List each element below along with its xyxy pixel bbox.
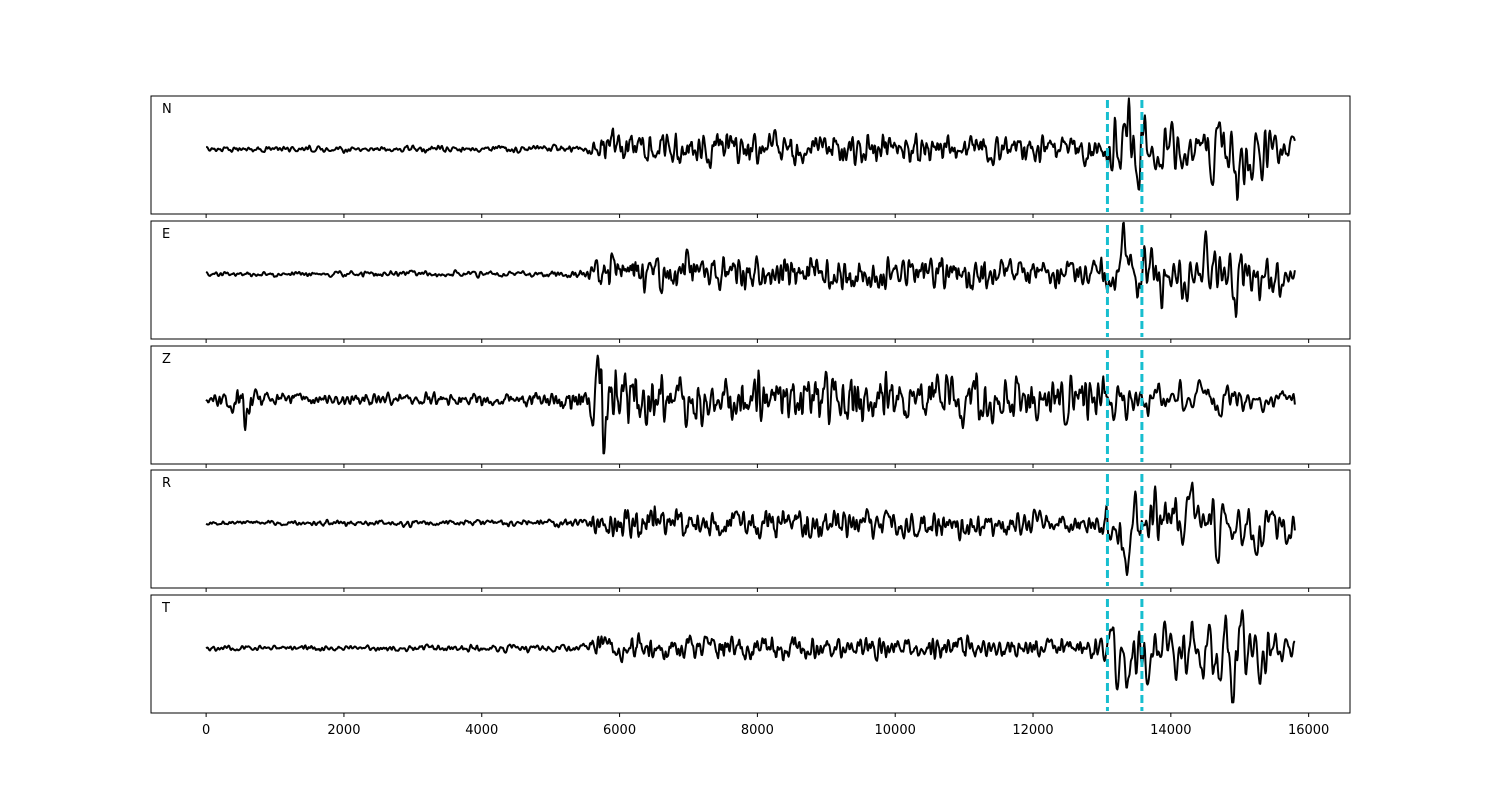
panel-n: N xyxy=(150,95,1351,218)
component-label: Z xyxy=(162,352,171,367)
panel-frame xyxy=(150,469,1351,589)
x-tick-label: 16000 xyxy=(1288,723,1329,738)
component-label: E xyxy=(162,227,170,242)
panel-r: R xyxy=(150,469,1351,592)
seismic-trace xyxy=(205,221,1296,318)
x-tick-label: 14000 xyxy=(1150,723,1191,738)
x-tick-label: 4000 xyxy=(465,723,498,738)
x-tick-label: 6000 xyxy=(603,723,636,738)
panel-frame xyxy=(150,220,1351,340)
x-tick-label: 10000 xyxy=(875,723,916,738)
x-axis: 0 2000 4000 6000 8000 10000 12000 14000 16000 xyxy=(202,723,1329,738)
x-tick-label: 12000 xyxy=(1012,723,1053,738)
x-tick-label: 0 xyxy=(202,723,210,738)
component-label: N xyxy=(162,102,172,117)
seismic-trace xyxy=(205,354,1296,455)
x-tick-label: 2000 xyxy=(327,723,360,738)
component-label: T xyxy=(161,601,170,616)
seismic-trace xyxy=(205,481,1296,577)
panel-e: E xyxy=(150,220,1351,343)
panel-t: T xyxy=(150,594,1351,717)
seismic-trace xyxy=(205,97,1296,201)
component-label: R xyxy=(162,476,171,491)
seismic-trace xyxy=(205,609,1296,704)
panel-z: Z xyxy=(150,345,1351,468)
panels-layer: N E Z R T xyxy=(150,95,1351,717)
x-tick-label: 8000 xyxy=(741,723,774,738)
